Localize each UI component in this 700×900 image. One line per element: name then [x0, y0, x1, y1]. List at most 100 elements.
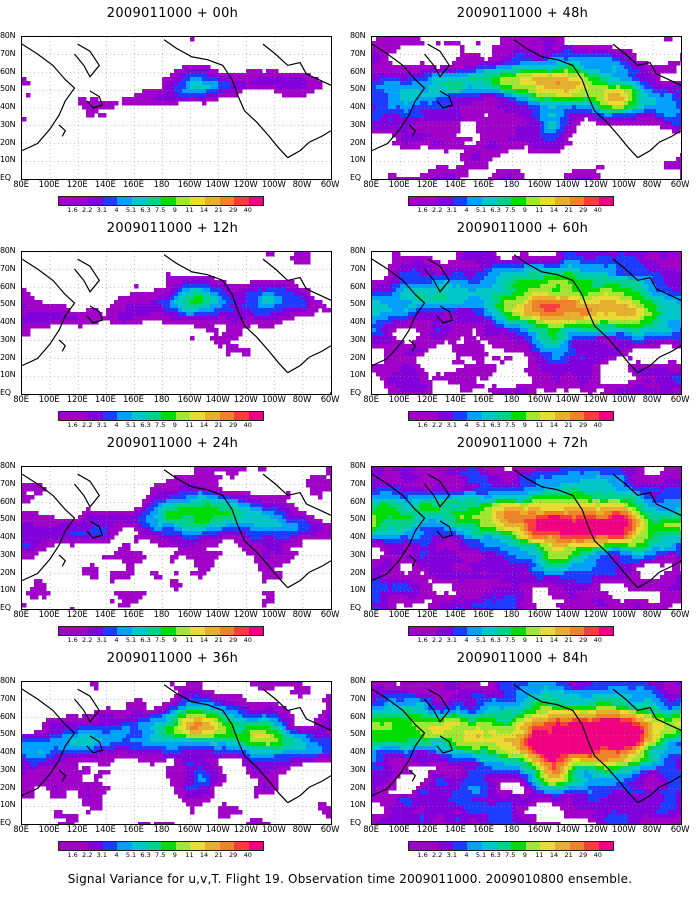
colorbar-swatch [409, 842, 424, 850]
coastline [408, 339, 417, 352]
colorbar-swatch [131, 412, 147, 420]
latitude-label: 50N [0, 84, 16, 94]
colorbar-label: 9 [172, 206, 177, 214]
latitude-label: EQ [350, 818, 361, 827]
colorbar-label: 40 [243, 421, 252, 429]
longitude-label: 160W [177, 180, 202, 190]
longitude-label: 80W [292, 395, 312, 405]
contour-map [371, 251, 682, 395]
coastline [436, 735, 454, 754]
colorbar-swatch [146, 412, 162, 420]
colorbar-label: 2.2 [432, 206, 443, 214]
colorbar-swatch [569, 412, 585, 420]
colorbar-swatch [219, 842, 235, 850]
colorbar-label: 21 [564, 206, 573, 214]
longitude-label: 140W [555, 180, 580, 190]
colorbar-swatch [175, 627, 191, 635]
longitude-label: 100W [611, 180, 636, 190]
coastline [262, 258, 331, 301]
longitude-label: 80E [13, 825, 29, 835]
colorbar-label: 2.2 [82, 421, 93, 429]
colorbar-label: 1.6 [417, 206, 428, 214]
longitude-label: 100W [261, 825, 286, 835]
coastline [86, 735, 104, 754]
longitude-label: 140W [555, 610, 580, 620]
colorbar-swatch [496, 412, 512, 420]
colorbar-label: 11 [535, 206, 544, 214]
colorbar-label: 11 [535, 851, 544, 859]
latitude-label: 50N [0, 514, 16, 524]
colorbar-label: 3.1 [96, 206, 107, 214]
latitude-label: 20N [0, 782, 16, 792]
longitude-label: 120E [66, 610, 88, 620]
colorbar-swatch [146, 197, 162, 205]
colorbar-label: 21 [214, 206, 223, 214]
colorbar-label: 21 [564, 636, 573, 644]
colorbar-swatch [598, 197, 614, 205]
coastline [86, 520, 104, 539]
coastline [74, 473, 101, 508]
colorbar-label: 21 [564, 421, 573, 429]
colorbar-swatch [540, 842, 555, 850]
colorbar-swatch [452, 627, 468, 635]
colorbar-label: 40 [243, 636, 252, 644]
longitude-label: 120W [583, 180, 608, 190]
colorbar-swatch [438, 842, 453, 850]
contour-map [371, 681, 682, 825]
longitude-label: 160W [177, 825, 202, 835]
coastline [513, 39, 639, 159]
colorbar-swatch [161, 412, 176, 420]
latitude-label: 80N [350, 676, 366, 685]
coastline [372, 258, 426, 367]
colorbar-swatch [481, 627, 497, 635]
coastline [287, 775, 331, 804]
coastline [58, 769, 67, 782]
colorbar-label: 5.1 [125, 636, 137, 644]
contour-map [21, 36, 332, 180]
colorbar-label: 4 [464, 421, 469, 429]
coastline [408, 769, 417, 782]
colorbar-swatch [496, 197, 512, 205]
longitude-label: 100E [388, 180, 410, 190]
latitude-label: 60N [0, 281, 16, 291]
panel-title: 2009011000 + 36h [106, 651, 239, 666]
latitude-label: 50N [350, 299, 366, 309]
colorbar-swatch [496, 627, 512, 635]
colorbar-label: 2.2 [82, 206, 93, 214]
colorbar [408, 411, 615, 421]
colorbar-swatch [452, 197, 468, 205]
longitude-label: 180 [153, 610, 170, 620]
colorbar-label: 6.3 [140, 636, 151, 644]
latitude-label: 20N [350, 137, 366, 147]
colorbar-label: 1.6 [67, 206, 78, 214]
latitude-label: 50N [0, 299, 16, 309]
colorbar-label: 14 [199, 206, 209, 214]
latitude-label: 80N [0, 676, 16, 685]
colorbar-label: 4 [464, 851, 469, 859]
longitude-label: 120E [416, 610, 438, 620]
longitude-label: 80E [363, 825, 379, 835]
coastline [163, 684, 289, 804]
latitude-label: 30N [350, 549, 366, 559]
latitude-label: 80N [350, 461, 366, 470]
colorbar-label: 3.1 [96, 421, 107, 429]
colorbar-label: 14 [199, 636, 209, 644]
latitude-label: 70N [350, 693, 366, 703]
colorbar-swatch [88, 842, 103, 850]
longitude-label: 140E [94, 180, 116, 190]
coastline [58, 124, 67, 137]
longitude-label: 60W [320, 825, 340, 835]
colorbar-label: 11 [185, 421, 194, 429]
longitude-label: 160W [527, 610, 552, 620]
longitude-label: 80E [13, 610, 29, 620]
colorbar-swatch [59, 197, 74, 205]
map-panel: 2009011000 + 60h 80N 70N 60N 50N 40N 30N 20N 10N… [350, 215, 695, 430]
colorbar-swatch [554, 412, 570, 420]
longitude-label: 140W [205, 825, 230, 835]
longitude-label: 180 [503, 395, 520, 405]
latitude-label: 60N [350, 66, 366, 76]
latitude-label: 30N [0, 334, 16, 344]
coastline [436, 90, 454, 109]
latitude-label: 70N [0, 693, 16, 703]
variance-field [22, 252, 331, 394]
